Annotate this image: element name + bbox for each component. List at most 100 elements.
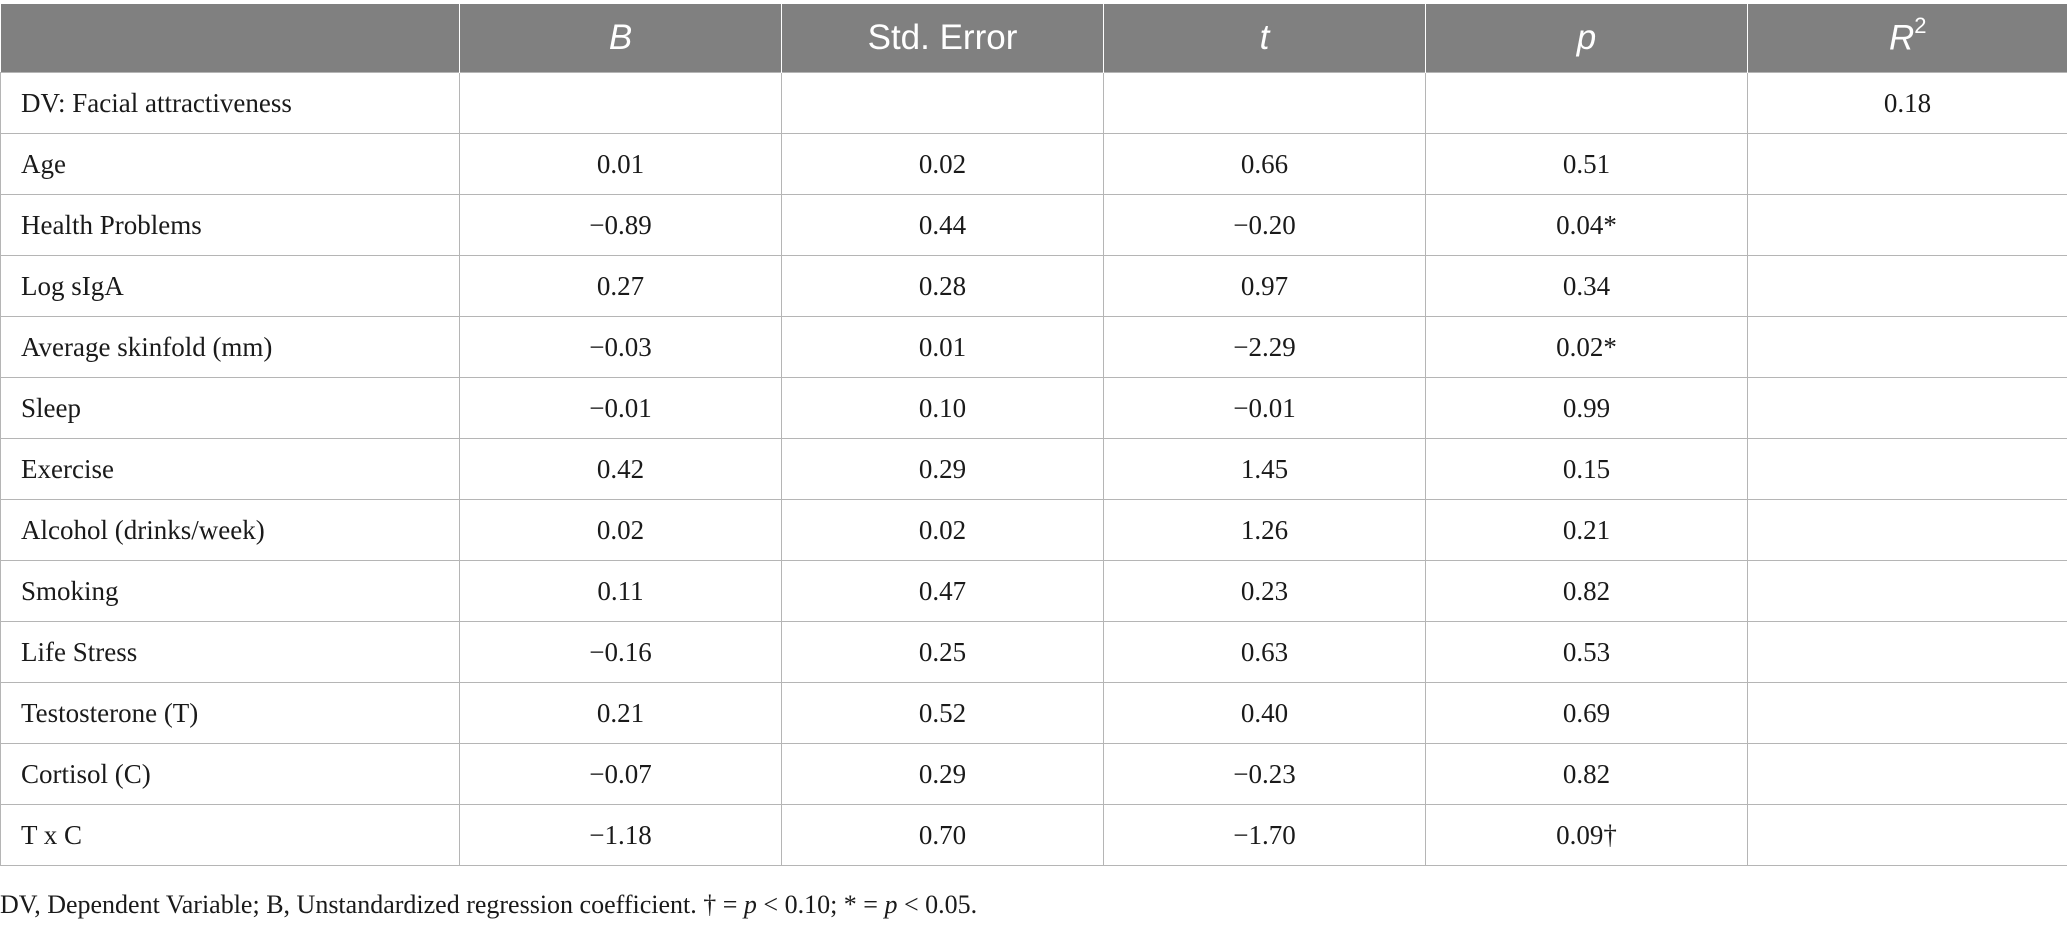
t-cell: −0.23 <box>1103 743 1426 805</box>
b-cell: −0.03 <box>459 316 782 378</box>
b-cell <box>459 72 782 134</box>
p-cell: 0.82 <box>1425 560 1748 622</box>
p-cell: 0.09† <box>1425 804 1748 866</box>
std-error-cell: 0.52 <box>781 682 1104 744</box>
std-error-cell: 0.02 <box>781 499 1104 561</box>
t-cell: −1.70 <box>1103 804 1426 866</box>
header-std-error: Std. Error <box>781 4 1104 73</box>
p-cell: 0.21 <box>1425 499 1748 561</box>
t-cell: 1.45 <box>1103 438 1426 500</box>
r-squared-cell <box>1747 377 2067 439</box>
std-error-cell: 0.01 <box>781 316 1104 378</box>
p-cell: 0.69 <box>1425 682 1748 744</box>
p-cell: 0.99 <box>1425 377 1748 439</box>
r-squared-cell <box>1747 316 2067 378</box>
r-squared-cell <box>1747 438 2067 500</box>
table-row: Exercise 0.42 0.29 1.45 0.15 <box>0 438 2067 500</box>
std-error-cell: 0.70 <box>781 804 1104 866</box>
p-cell: 0.34 <box>1425 255 1748 317</box>
r-squared-cell <box>1747 682 2067 744</box>
std-error-cell: 0.47 <box>781 560 1104 622</box>
t-cell: 0.97 <box>1103 255 1426 317</box>
std-error-cell: 0.25 <box>781 621 1104 683</box>
header-b: B <box>459 4 782 73</box>
p-cell: 0.02* <box>1425 316 1748 378</box>
table-row: Log sIgA 0.27 0.28 0.97 0.34 <box>0 255 2067 317</box>
regression-table-container: B Std. Error t p R2 DV: Facial attractiv… <box>0 4 2067 866</box>
predictor-cell: Cortisol (C) <box>0 743 460 805</box>
p-cell: 0.04* <box>1425 194 1748 256</box>
header-r-squared-sup: 2 <box>1914 13 1927 39</box>
header-t: t <box>1103 4 1426 73</box>
std-error-cell: 0.10 <box>781 377 1104 439</box>
t-cell: 0.23 <box>1103 560 1426 622</box>
table-row: DV: Facial attractiveness 0.18 <box>0 72 2067 134</box>
predictor-cell: Log sIgA <box>0 255 460 317</box>
b-cell: −0.16 <box>459 621 782 683</box>
table-body: DV: Facial attractiveness 0.18 Age 0.01 0.02… <box>0 72 2067 866</box>
std-error-cell: 0.29 <box>781 743 1104 805</box>
r-squared-cell <box>1747 621 2067 683</box>
predictor-cell: Sleep <box>0 377 460 439</box>
r-squared-cell <box>1747 743 2067 805</box>
b-cell: 0.01 <box>459 133 782 195</box>
std-error-cell: 0.29 <box>781 438 1104 500</box>
predictor-cell: DV: Facial attractiveness <box>0 72 460 134</box>
footnote-part3: < 0.05. <box>897 890 978 919</box>
t-cell: 0.40 <box>1103 682 1426 744</box>
table-row: Average skinfold (mm) −0.03 0.01 −2.29 0.02* <box>0 316 2067 378</box>
t-cell: −0.20 <box>1103 194 1426 256</box>
table-row: Alcohol (drinks/week) 0.02 0.02 1.26 0.21 <box>0 499 2067 561</box>
r-squared-cell <box>1747 804 2067 866</box>
b-cell: −0.89 <box>459 194 782 256</box>
std-error-cell: 0.28 <box>781 255 1104 317</box>
r-squared-cell <box>1747 560 2067 622</box>
t-cell: 1.26 <box>1103 499 1426 561</box>
std-error-cell <box>781 72 1104 134</box>
b-cell: −1.18 <box>459 804 782 866</box>
t-cell: 0.66 <box>1103 133 1426 195</box>
p-cell: 0.15 <box>1425 438 1748 500</box>
r-squared-cell <box>1747 255 2067 317</box>
header-p: p <box>1425 4 1748 73</box>
b-cell: −0.07 <box>459 743 782 805</box>
predictor-cell: T x C <box>0 804 460 866</box>
predictor-cell: Testosterone (T) <box>0 682 460 744</box>
b-cell: 0.27 <box>459 255 782 317</box>
t-cell: −0.01 <box>1103 377 1426 439</box>
footnote-part2: < 0.10; * = <box>756 890 885 919</box>
r-squared-cell <box>1747 194 2067 256</box>
footnote-p2: p <box>884 890 898 919</box>
header-predictor <box>0 4 460 73</box>
footnote-part1: DV, Dependent Variable; B, Unstandardize… <box>0 890 744 919</box>
std-error-cell: 0.44 <box>781 194 1104 256</box>
b-cell: 0.11 <box>459 560 782 622</box>
table-row: Sleep −0.01 0.10 −0.01 0.99 <box>0 377 2067 439</box>
p-cell: 0.82 <box>1425 743 1748 805</box>
predictor-cell: Health Problems <box>0 194 460 256</box>
table-row: T x C −1.18 0.70 −1.70 0.09† <box>0 804 2067 866</box>
b-cell: −0.01 <box>459 377 782 439</box>
t-cell: −2.29 <box>1103 316 1426 378</box>
header-r-squared: R2 <box>1747 4 2067 73</box>
predictor-cell: Smoking <box>0 560 460 622</box>
table-row: Life Stress −0.16 0.25 0.63 0.53 <box>0 621 2067 683</box>
footnote-p1: p <box>743 890 757 919</box>
b-cell: 0.21 <box>459 682 782 744</box>
header-r-squared-base: R <box>1888 18 1915 58</box>
t-cell <box>1103 72 1426 134</box>
p-cell <box>1425 72 1748 134</box>
p-cell: 0.51 <box>1425 133 1748 195</box>
table-row: Age 0.01 0.02 0.66 0.51 <box>0 133 2067 195</box>
table-row: Smoking 0.11 0.47 0.23 0.82 <box>0 560 2067 622</box>
predictor-cell: Alcohol (drinks/week) <box>0 499 460 561</box>
table-row: Testosterone (T) 0.21 0.52 0.40 0.69 <box>0 682 2067 744</box>
b-cell: 0.42 <box>459 438 782 500</box>
predictor-cell: Average skinfold (mm) <box>0 316 460 378</box>
std-error-cell: 0.02 <box>781 133 1104 195</box>
t-cell: 0.63 <box>1103 621 1426 683</box>
table-footnote: DV, Dependent Variable; B, Unstandardize… <box>0 890 977 920</box>
table-row: Cortisol (C) −0.07 0.29 −0.23 0.82 <box>0 743 2067 805</box>
r-squared-cell <box>1747 499 2067 561</box>
regression-table: B Std. Error t p R2 DV: Facial attractiv… <box>0 4 2067 866</box>
